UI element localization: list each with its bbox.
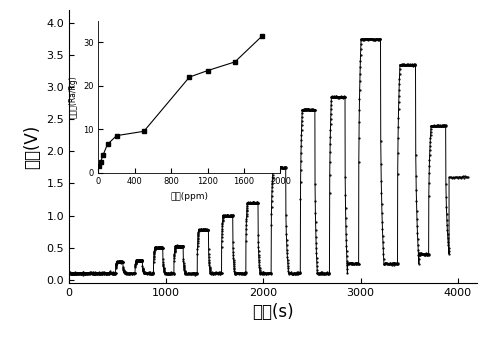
X-axis label: 浓度(ppm): 浓度(ppm) (170, 192, 209, 201)
Y-axis label: 电压(V): 电压(V) (23, 125, 41, 169)
X-axis label: 时间(s): 时间(s) (252, 303, 294, 321)
Y-axis label: 灵敏度(Ra/Rg): 灵敏度(Ra/Rg) (68, 75, 77, 118)
